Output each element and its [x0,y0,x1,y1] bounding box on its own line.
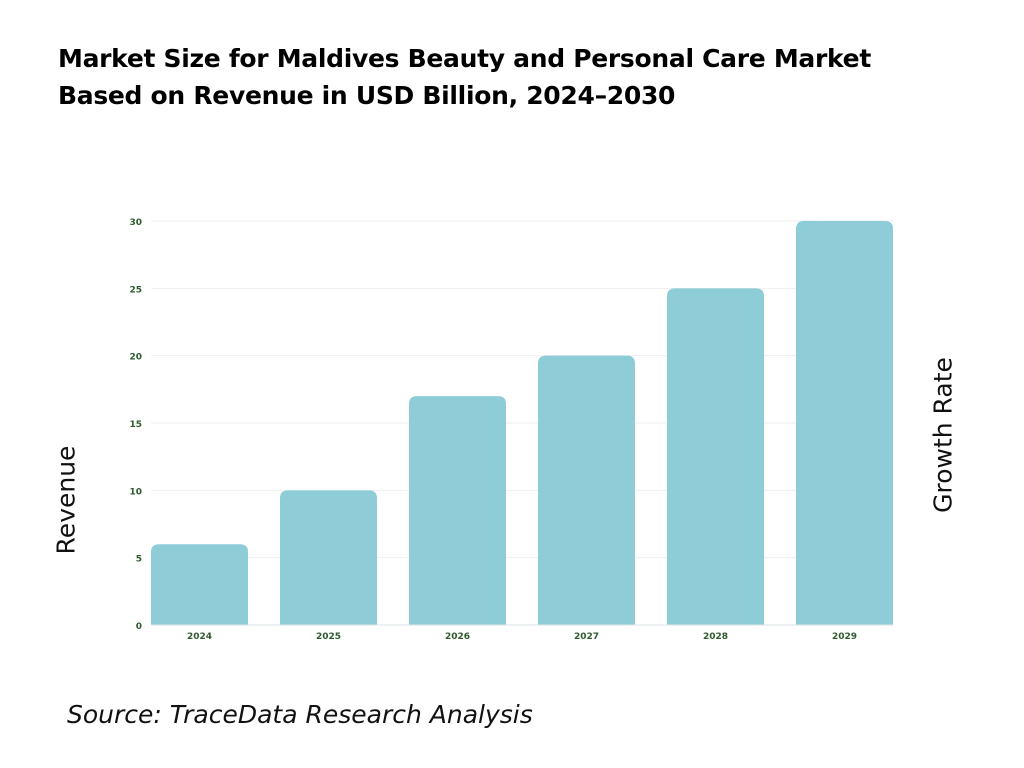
bar-2027 [538,355,635,625]
y-tick-label: 25 [129,285,142,295]
y-tick-label: 30 [129,218,142,228]
bar-2025 [280,490,377,625]
x-tick-label: 2029 [832,632,857,642]
bar-2028 [667,288,764,625]
x-tick-label: 2024 [187,632,212,642]
chart-title-line-1: Market Size for Maldives Beauty and Pers… [58,44,871,73]
y-tick-label: 15 [129,420,142,430]
chart-title: Market Size for Maldives Beauty and Pers… [58,40,871,114]
bar-2026 [409,396,506,625]
secondary-y-axis-label: Growth Rate [928,357,958,513]
bar-2029 [796,221,893,625]
y-tick-label: 10 [129,487,142,497]
bar-2024 [151,544,248,625]
x-tick-label: 2027 [574,632,599,642]
x-tick-label: 2028 [703,632,728,642]
y-axis-label: Revenue [51,445,81,555]
x-tick-label: 2026 [445,632,470,642]
source-note: Source: TraceData Research Analysis [67,700,533,729]
y-tick-label: 20 [129,353,142,363]
y-tick-label: 0 [136,622,142,632]
chart-title-line-2: Based on Revenue in USD Billion, 2024–20… [58,81,676,110]
y-tick-label: 5 [136,555,142,565]
x-tick-label: 2025 [316,632,341,642]
